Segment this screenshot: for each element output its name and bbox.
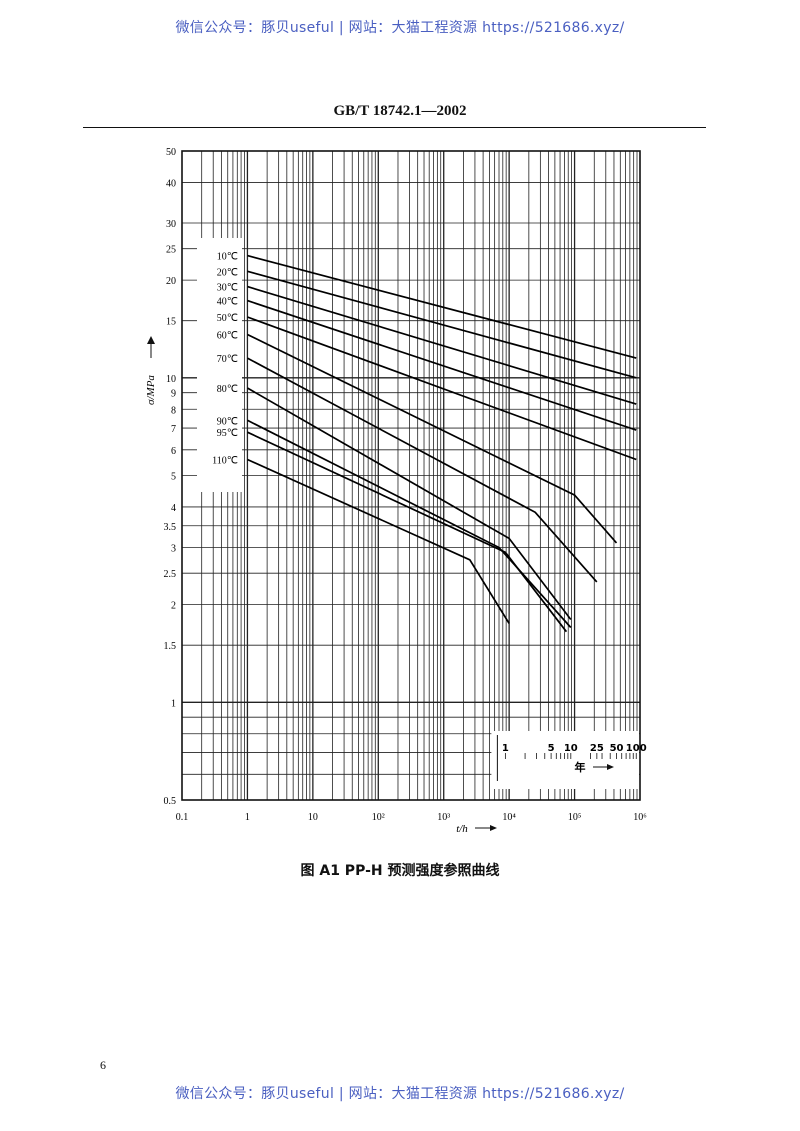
y-tick-label: 20 <box>166 276 176 287</box>
year-tick-label: 1 <box>502 743 509 754</box>
year-tick-label: 10 <box>564 743 578 754</box>
series-line <box>247 285 637 405</box>
series-label: 60℃ <box>217 330 238 341</box>
x-tick-label: 10³ <box>437 812 450 823</box>
y-tick-label: 40 <box>166 178 176 189</box>
y-tick-label: 50 <box>166 147 176 158</box>
chart-series <box>246 254 637 633</box>
x-tick-label: 10⁴ <box>502 812 516 823</box>
y-axis-label: σ/MPa <box>145 375 157 405</box>
x-tick-label: 0.1 <box>176 812 189 823</box>
series-label: 70℃ <box>217 354 238 365</box>
series-line <box>246 357 598 583</box>
year-tick-label: 100 <box>626 743 647 754</box>
y-axis-arrowhead <box>147 336 155 344</box>
figure-caption: 图 A1 PP-H 预测强度参照曲线 <box>300 863 500 879</box>
y-tick-label: 30 <box>166 219 176 230</box>
x-tick-label: 10⁶ <box>633 812 647 823</box>
series-label: 20℃ <box>217 267 238 278</box>
series-line <box>247 270 637 379</box>
series-label: 10℃ <box>217 252 238 263</box>
year-axis-label: 年 <box>575 760 586 774</box>
series-line <box>247 299 637 431</box>
series-line <box>247 419 572 629</box>
page-number: 6 <box>100 1058 106 1072</box>
series-line <box>246 387 572 621</box>
series-label: 40℃ <box>217 297 238 308</box>
series-label: 90℃ <box>217 416 238 427</box>
series-line <box>247 316 637 461</box>
header-rule <box>83 127 706 128</box>
y-tick-label: 2 <box>171 601 176 612</box>
series-label: 50℃ <box>217 313 238 324</box>
y-tick-label: 0.5 <box>164 796 177 807</box>
series-label: 80℃ <box>217 384 238 395</box>
x-tick-label: 10⁵ <box>568 812 582 823</box>
watermark-top: 微信公众号：豚贝useful | 网站：大猫工程资源 https://52168… <box>175 20 625 36</box>
series-line <box>247 333 618 544</box>
y-tick-label: 6 <box>171 446 176 457</box>
document-header: GB/T 18742.1—2002 <box>333 103 467 119</box>
y-tick-label: 25 <box>166 245 176 256</box>
y-tick-label: 1.5 <box>164 641 177 652</box>
watermark-bottom: 微信公众号：豚贝useful | 网站：大猫工程资源 https://52168… <box>175 1086 625 1102</box>
series-line <box>247 458 510 624</box>
year-tick-label: 5 <box>548 743 555 754</box>
x-axis-arrowhead <box>490 825 497 831</box>
series-line <box>247 254 637 359</box>
series-label-panel: 10℃ 20℃ 30℃ 40℃ 50℃ 60℃ 70℃ 80℃ 90℃95℃ 110℃ <box>197 238 242 492</box>
year-inset-background <box>491 731 639 789</box>
x-axis-label: t/h <box>456 823 468 835</box>
y-tick-label: 10 <box>166 374 176 385</box>
plot-frame <box>181 150 641 801</box>
year-tick-label: 50 <box>610 743 624 754</box>
chart-grid <box>182 151 640 800</box>
series-line <box>247 431 568 633</box>
y-tick-label: 4 <box>171 503 176 514</box>
y-tick-label: 15 <box>166 317 176 328</box>
year-tick-label: 25 <box>590 743 604 754</box>
year-axis-inset: 1 5 10 25 50 100 年 <box>491 731 647 789</box>
y-tick-label: 2.5 <box>164 569 177 580</box>
series-label-background <box>197 238 242 492</box>
x-tick-label: 10 <box>308 812 318 823</box>
series-label: 95℃ <box>217 428 238 439</box>
y-tick-label: 5 <box>171 472 176 483</box>
y-tick-label: 3 <box>171 543 176 554</box>
y-tick-label: 1 <box>171 698 176 709</box>
x-tick-label: 1 <box>245 812 250 823</box>
y-tick-label: 9 <box>171 389 176 400</box>
year-axis-arrowhead <box>607 764 614 770</box>
y-tick-label: 8 <box>171 405 176 416</box>
y-tick-label: 3.5 <box>164 522 177 533</box>
series-label: 30℃ <box>217 283 238 294</box>
y-tick-label: 7 <box>171 424 176 435</box>
series-label: 110℃ <box>212 456 238 467</box>
x-tick-label: 10² <box>372 812 385 823</box>
